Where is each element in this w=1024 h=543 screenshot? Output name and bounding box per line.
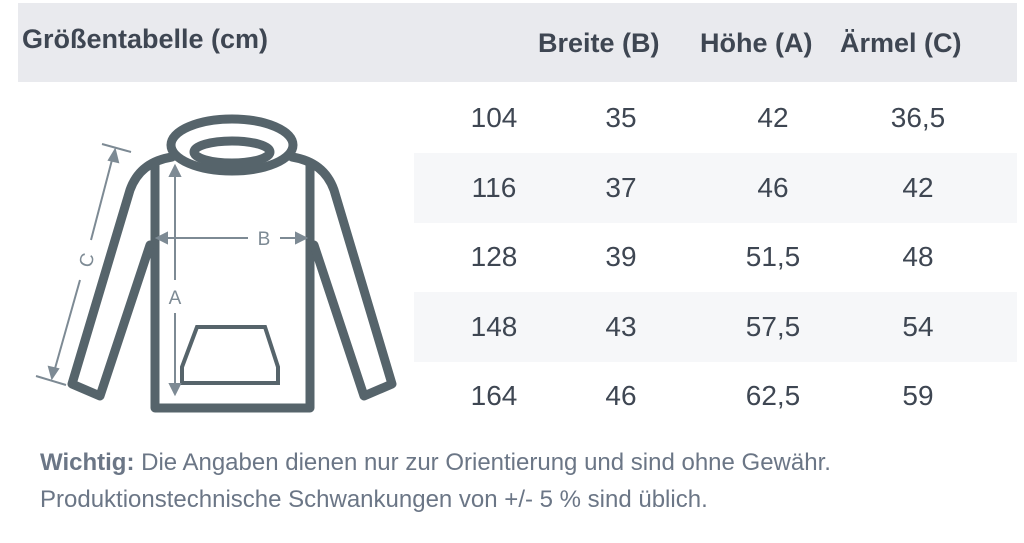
pocket <box>180 325 280 385</box>
column-header-breite: Breite (B) <box>538 28 660 58</box>
cell-hoehe: 62,5 <box>745 380 801 411</box>
cell-size: 104 <box>470 102 518 133</box>
cell-breite: 39 <box>605 241 637 272</box>
cell-breite: 35 <box>605 102 637 133</box>
cell-size: 128 <box>470 241 518 272</box>
cell-aermel: 59 <box>902 380 934 411</box>
hoodie-outline <box>67 114 397 413</box>
important-label: Wichtig: <box>40 449 135 476</box>
table-row: 104 35 42 36,5 <box>414 83 1017 153</box>
cell-size: 116 <box>471 172 517 203</box>
table-row: 148 43 57,5 54 <box>414 292 1017 362</box>
cell-hoehe: 57,5 <box>745 311 801 342</box>
cell-breite: 43 <box>605 311 637 342</box>
cell-breite: 46 <box>605 380 637 411</box>
cell-breite: 37 <box>605 172 637 203</box>
cell-hoehe: 51,5 <box>745 241 801 272</box>
cell-hoehe: 46 <box>757 172 789 203</box>
column-header-aermel: Ärmel (C) <box>840 28 962 58</box>
table-header <box>18 3 1017 82</box>
page-title: Größentabelle (cm) <box>22 24 269 54</box>
column-header-hoehe: Höhe (A) <box>700 28 813 58</box>
hoodie-diagram: A B C <box>35 114 397 413</box>
cell-aermel: 36,5 <box>890 102 946 133</box>
cell-aermel: 54 <box>902 311 934 342</box>
cell-aermel: 48 <box>902 241 934 272</box>
label-b: B <box>258 229 271 250</box>
footer-text-1: Die Angaben dienen nur zur Orientierung … <box>134 449 831 476</box>
table-row: 116 37 46 42 <box>414 153 1017 223</box>
cell-size: 148 <box>470 311 518 342</box>
footer-note-line2: Produktionstechnische Schwankungen von +… <box>40 486 708 513</box>
cell-size: 164 <box>470 380 518 411</box>
cell-hoehe: 42 <box>757 102 789 133</box>
table-row: 164 46 62,5 59 <box>414 361 1017 431</box>
label-a: A <box>169 288 182 309</box>
measure-lines <box>35 143 309 397</box>
cell-aermel: 42 <box>902 172 934 203</box>
label-c: C <box>75 251 99 270</box>
footer-note-line1: Wichtig: Die Angaben dienen nur zur Orie… <box>40 449 831 477</box>
table-row: 128 39 51,5 48 <box>414 222 1017 292</box>
